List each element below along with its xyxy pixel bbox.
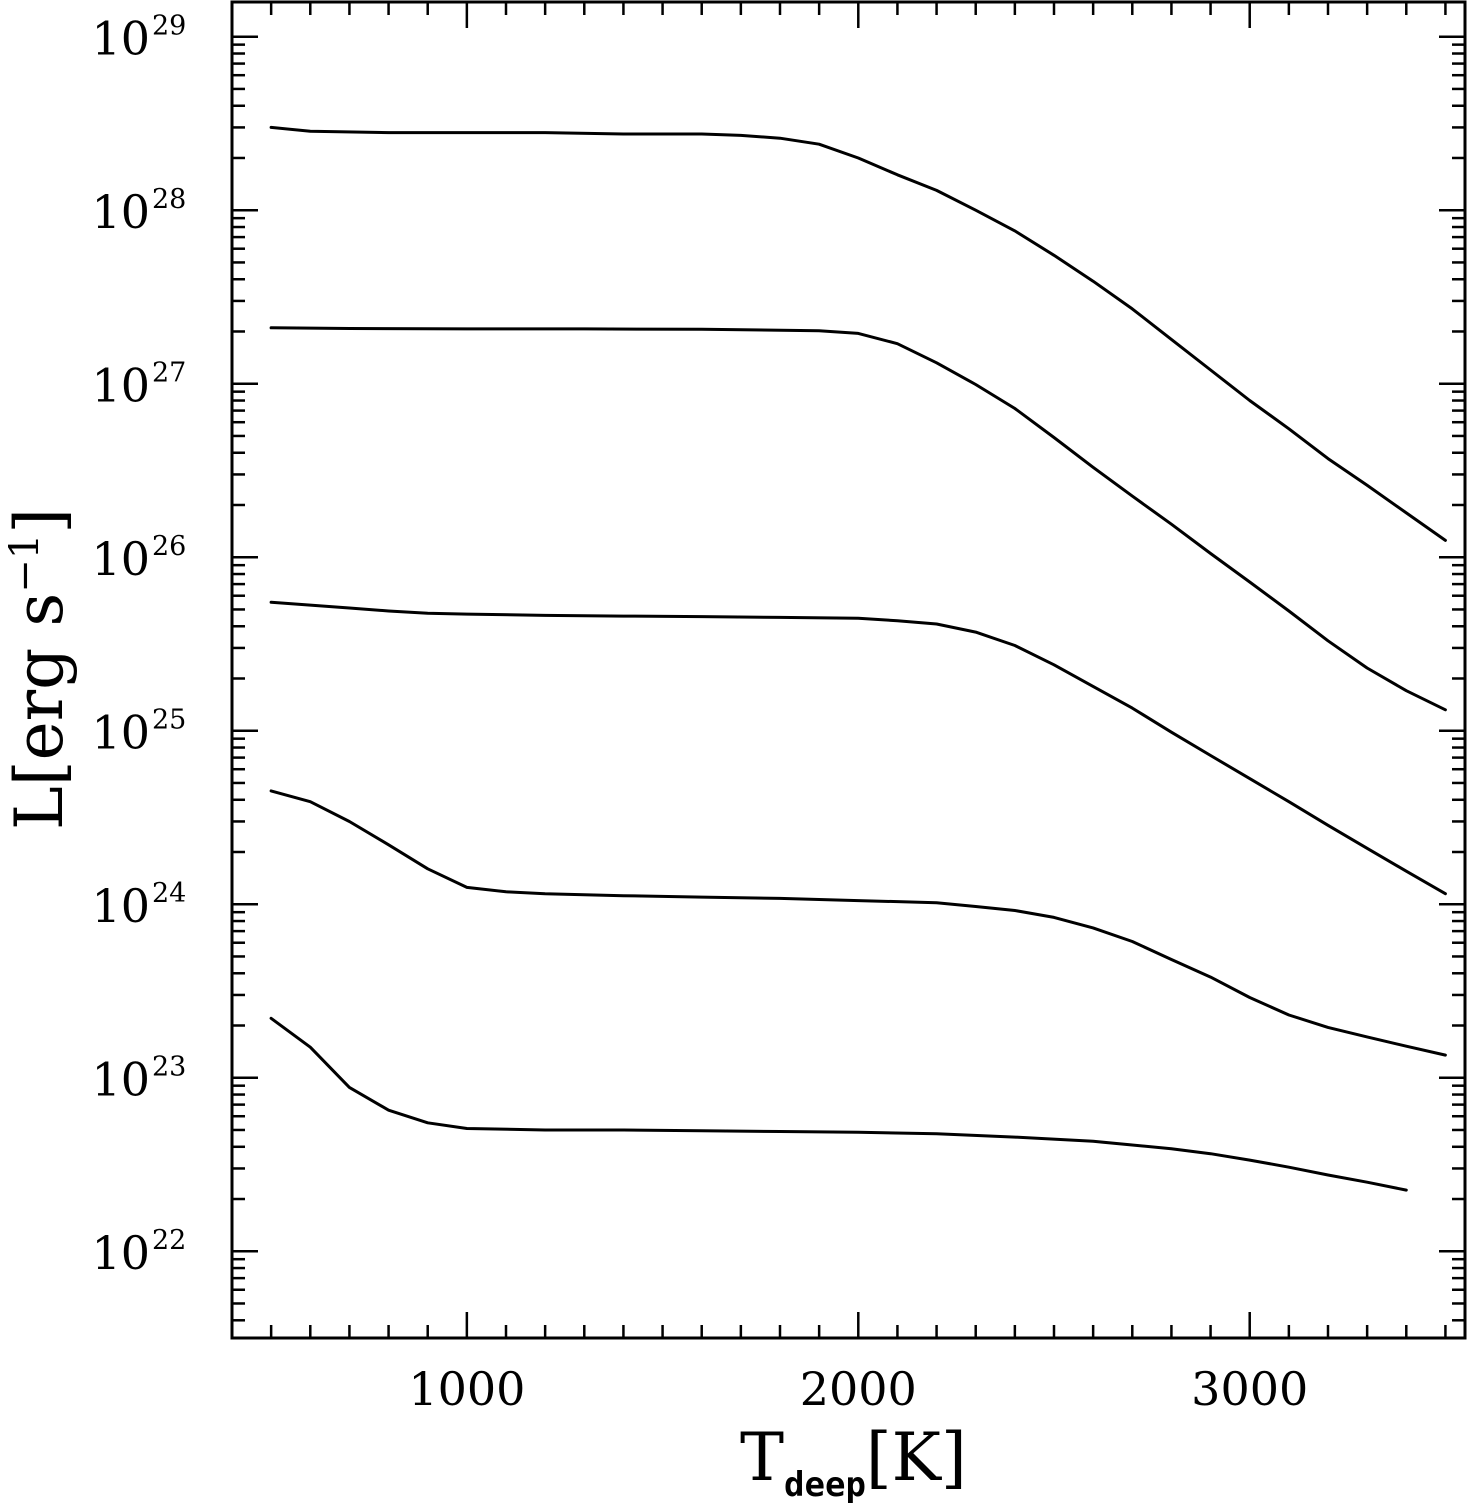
x-tick-label: 2000 xyxy=(800,1362,917,1416)
y-tick-exponent: 29 xyxy=(152,11,186,42)
y-tick-exponent: 28 xyxy=(152,184,186,215)
y-tick-label: 10 xyxy=(91,532,150,586)
y-axis-label: L[erg s−1] xyxy=(1,508,78,830)
series-line-2 xyxy=(269,326,1447,712)
y-tick-label: 10 xyxy=(91,359,150,413)
y-axis-label-close: ] xyxy=(1,508,78,534)
y-tick-exponent: 27 xyxy=(152,358,186,389)
y-axis-label-open: [ xyxy=(1,760,78,786)
series-line-4 xyxy=(269,789,1447,1057)
y-tick-label: 10 xyxy=(91,12,150,66)
y-tick-label: 10 xyxy=(91,1226,150,1280)
y-axis-label-main: L xyxy=(1,786,78,830)
y-tick-label: 10 xyxy=(91,1053,150,1107)
y-tick-label: 10 xyxy=(91,706,150,760)
y-tick-exponent: 22 xyxy=(152,1225,186,1256)
x-axis-label-open: [ xyxy=(866,1419,892,1496)
series-group xyxy=(269,125,1447,1192)
series-line-3 xyxy=(269,600,1447,896)
x-tick-label: 1000 xyxy=(408,1362,525,1416)
y-tick-exponent: 25 xyxy=(152,705,186,736)
y-axis-label-unit: erg s xyxy=(1,593,78,761)
axis-ticks xyxy=(232,2,1465,1338)
series-line-5 xyxy=(269,1016,1408,1192)
y-tick-exponent: 26 xyxy=(152,531,186,562)
x-axis-label-sub: deep xyxy=(784,1465,866,1505)
x-tick-label: 3000 xyxy=(1191,1362,1308,1416)
y-tick-exponent: 24 xyxy=(152,878,186,909)
x-axis-label-unit: K xyxy=(892,1419,943,1496)
plot-frame xyxy=(230,0,1467,1340)
y-axis-label-exp: −1 xyxy=(2,534,48,593)
y-tick-label: 10 xyxy=(91,185,150,239)
series-line-1 xyxy=(269,125,1447,542)
x-axis-label-main: T xyxy=(740,1419,784,1496)
y-tick-exponent: 23 xyxy=(152,1052,186,1083)
y-tick-label: 10 xyxy=(91,879,150,933)
x-axis-label: Tdeep[K] xyxy=(740,1419,967,1505)
x-axis-label-close: ] xyxy=(941,1419,967,1496)
